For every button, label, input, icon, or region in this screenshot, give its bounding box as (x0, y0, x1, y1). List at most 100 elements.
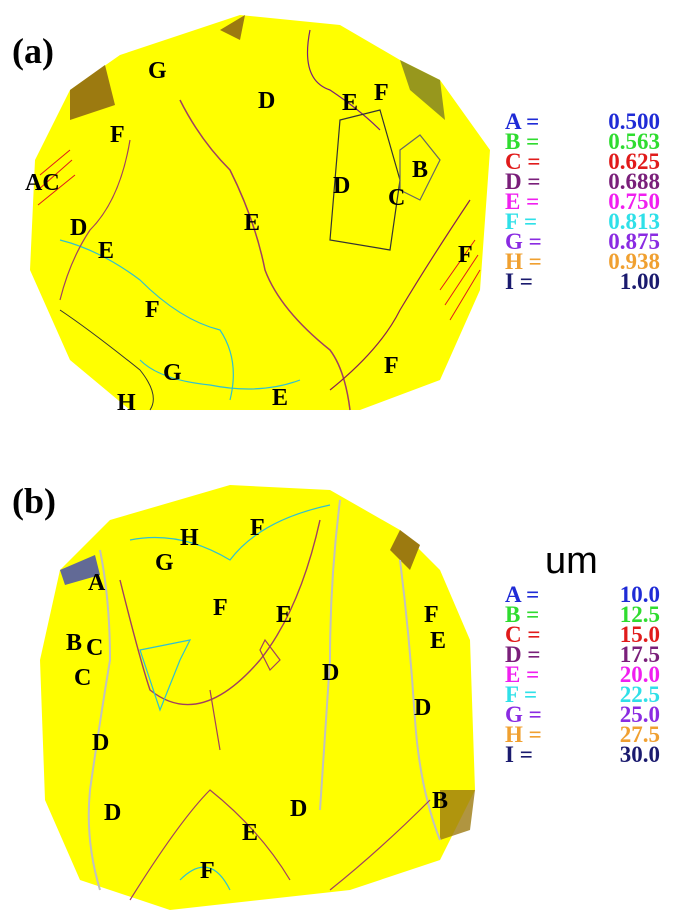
contour-line (399, 134, 441, 201)
contour-label: C (74, 665, 91, 691)
legend-value: 0.813 (608, 209, 660, 234)
legend-value: 0.563 (608, 129, 660, 154)
legend-value: 20.0 (619, 662, 660, 687)
contour-label: H (117, 390, 136, 416)
legend-value: 0.500 (608, 109, 660, 134)
legend-key: B = (505, 129, 540, 154)
legend-value: 15.0 (619, 622, 660, 647)
contour-label: D (322, 660, 339, 686)
contour-line (319, 499, 341, 811)
legend-row: H = 27.5 (505, 722, 660, 747)
contour-label: D (92, 730, 109, 756)
contour-line (179, 866, 231, 891)
legend-key: I = (505, 269, 533, 294)
legend-value: 27.5 (619, 722, 660, 747)
contour-label: A (88, 570, 106, 596)
legend-key: G = (505, 702, 542, 727)
legend-value: 25.0 (619, 702, 660, 727)
contour-line (209, 689, 221, 751)
contour-label: F (384, 353, 399, 379)
contour-line (329, 799, 431, 891)
legend-row: H = 0.938 (505, 249, 660, 274)
legend-row: F = 0.813 (505, 209, 660, 234)
contour-line (139, 639, 192, 712)
contour-label: C (86, 635, 103, 661)
contour-line (329, 199, 471, 391)
legend-key: D = (505, 169, 541, 194)
legend-key: D = (505, 642, 541, 667)
contour-label: E (276, 602, 292, 628)
contour-line (59, 139, 131, 301)
contour-line (439, 239, 481, 321)
legend-value: 17.5 (619, 642, 660, 667)
edge-patch (390, 530, 420, 570)
legend-key: F = (505, 209, 538, 234)
legend-key: A = (505, 109, 540, 134)
legend-row: D = 0.688 (505, 169, 660, 194)
contour-map-a-fill (30, 15, 490, 410)
legend-value: 0.625 (608, 149, 660, 174)
legend-row: G = 0.875 (505, 229, 660, 254)
legend-value: 12.5 (619, 602, 660, 627)
edge-patch (400, 60, 445, 120)
legend-key: E = (505, 189, 540, 214)
contour-label: E (272, 385, 288, 411)
legend-key: C = (505, 149, 541, 174)
contour-label: E (244, 210, 260, 236)
contour-line (259, 638, 281, 672)
legend-key: E = (505, 662, 540, 687)
legend-key: F = (505, 682, 538, 707)
contour-line (129, 789, 291, 901)
contour-label: F (145, 297, 160, 323)
contour-line (329, 109, 401, 251)
contour-line (306, 29, 381, 131)
contour-label: B (432, 788, 448, 814)
contour-label: B (66, 630, 82, 656)
legend-row: B = 12.5 (505, 602, 660, 627)
contour-line (399, 559, 441, 841)
contour-label: F (200, 858, 215, 884)
legend-row: C = 0.625 (505, 149, 660, 174)
contour-line (129, 504, 331, 561)
legend-row: G = 25.0 (505, 702, 660, 727)
contour-label: E (98, 238, 114, 264)
contour-line (87, 549, 112, 891)
legend-key: C = (505, 622, 541, 647)
contour-label: H (180, 525, 199, 551)
legend-row: C = 15.0 (505, 622, 660, 647)
legend-row: E = 20.0 (505, 662, 660, 687)
legend-value: 22.5 (619, 682, 660, 707)
legend-row: E = 0.750 (505, 189, 660, 214)
contour-label: G (148, 58, 167, 84)
legend-row: A = 10.0 (505, 583, 660, 606)
panel-b-label: (b) (12, 481, 56, 521)
legend-key: H = (505, 249, 542, 274)
panel-a: (a) G D E F F AC D B C E D E F F G H (0, 0, 680, 440)
contour-label: D (70, 215, 87, 241)
contour-line (139, 359, 301, 390)
contour-label: F (250, 515, 265, 541)
contour-label: D (290, 796, 307, 822)
panel-b: (b) H F G A F E F B C E D C D D D D E B … (0, 460, 680, 915)
contour-label: D (333, 173, 350, 199)
legend-value: 0.875 (608, 229, 660, 254)
legend-value: 0.938 (608, 249, 660, 274)
contour-label: F (424, 602, 439, 628)
legend-a: A = 0.500 B = 0.563 C = 0.625 D = 0.688 E = 0.750… (505, 109, 660, 294)
contour-line (59, 309, 154, 411)
contour-label: E (342, 90, 358, 116)
contour-label: E (242, 820, 258, 846)
legend-value: 0.688 (608, 169, 660, 194)
contour-map-a: G D E F F AC D B C E D E F F G H E F (25, 15, 490, 416)
contour-label: B (412, 157, 428, 183)
contour-label: F (110, 122, 125, 148)
legend-key: G = (505, 229, 542, 254)
panel-a-label: (a) (12, 31, 54, 71)
legend-row: B = 0.563 (505, 129, 660, 154)
legend-row: I = 30.0 (505, 743, 660, 766)
contour-line (179, 99, 351, 411)
edge-patch (440, 790, 475, 840)
legend-row: I = 1.00 (505, 269, 660, 294)
unit-label: um (545, 540, 598, 582)
legend-b: A = 10.0 B = 12.5 C = 15.0 D = 17.5 E = 20.0 F = 22… (505, 583, 660, 766)
